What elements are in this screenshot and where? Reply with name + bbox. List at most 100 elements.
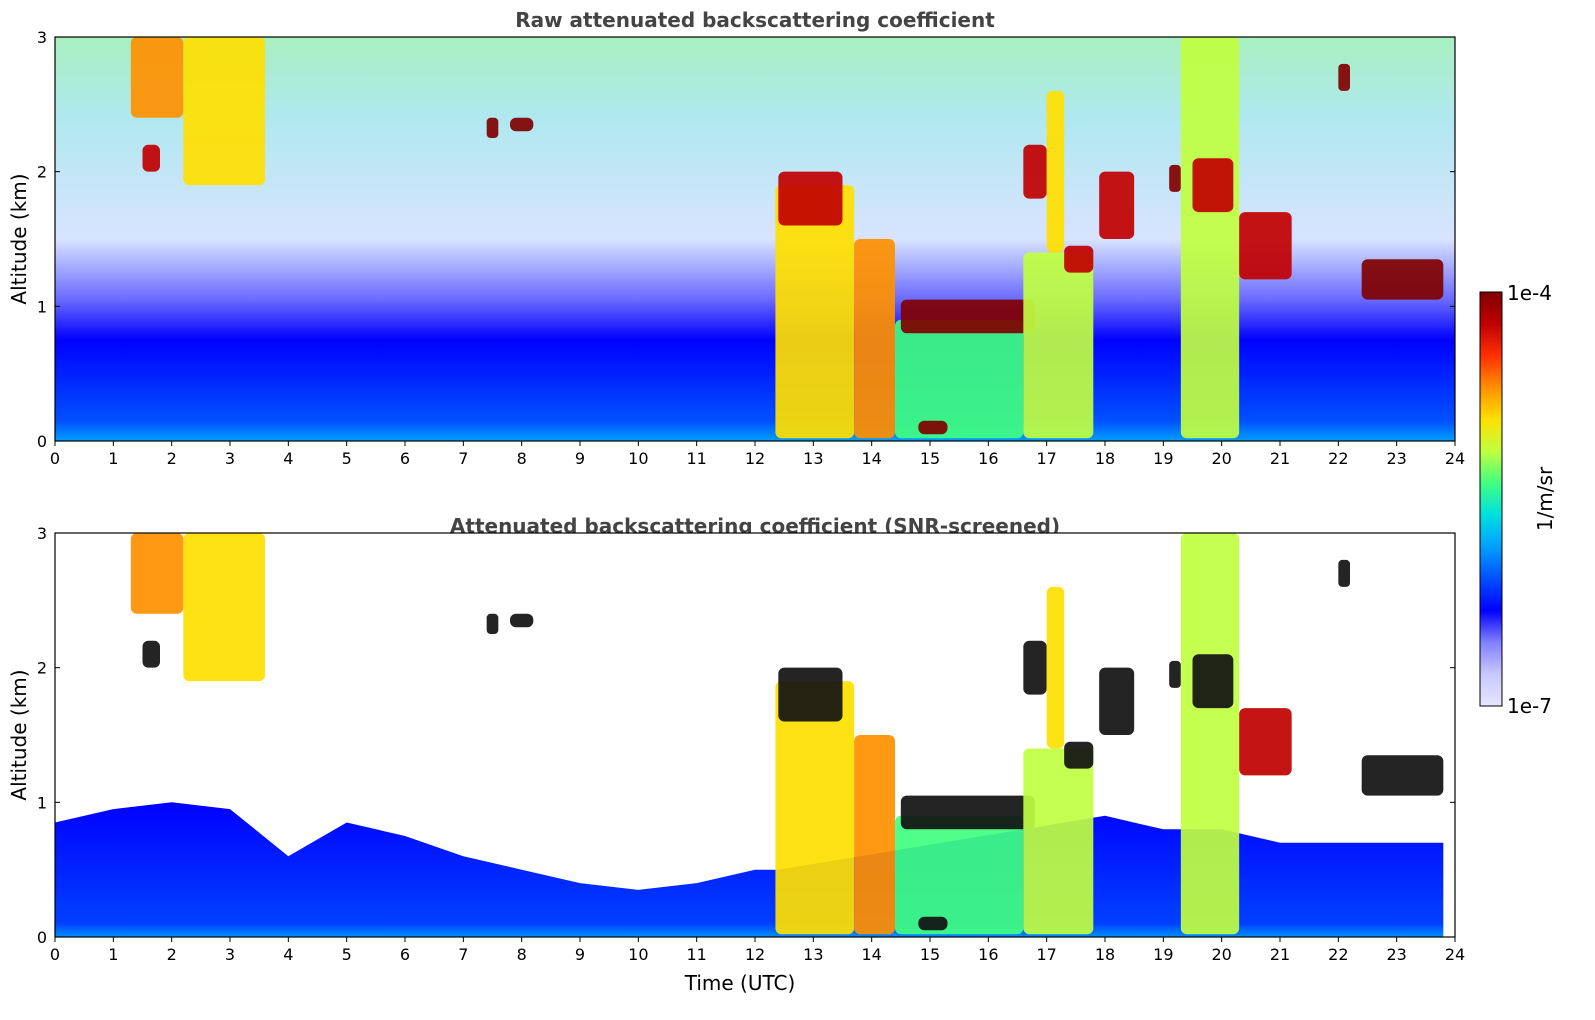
x-tick-label: 6	[400, 945, 410, 964]
x-tick-label: 7	[458, 945, 468, 964]
y-tick-label: 2	[37, 659, 47, 678]
y-tick-label: 3	[37, 28, 47, 47]
panel-2-ylabel: Altitude (km)	[7, 669, 31, 800]
panel-1-ylabel: Altitude (km)	[7, 173, 31, 304]
cloud-feature	[1239, 708, 1292, 776]
cloud-feature	[1169, 660, 1181, 688]
x-tick-label: 22	[1328, 449, 1348, 468]
y-tick-label: 1	[37, 297, 47, 316]
y-tick-label: 0	[37, 928, 47, 947]
cloud-feature	[1023, 748, 1094, 935]
cloud-feature	[900, 795, 1035, 830]
cloud-feature	[130, 533, 184, 614]
x-tick-label: 13	[803, 449, 823, 468]
cloud-feature	[486, 613, 499, 634]
x-tick-label: 16	[978, 449, 998, 468]
cloud-feature	[130, 37, 184, 118]
colorbar-max-label: 1e-4	[1507, 281, 1552, 305]
x-tick-label: 12	[745, 449, 765, 468]
panel-1-image	[55, 37, 1455, 441]
cloud-feature	[775, 681, 855, 935]
cloud-feature	[1169, 164, 1181, 192]
panel-2-screened: 0 1 2 3 4 5 6 7 8 9 10 11 12 13 14 15 16 17 18 19 20 21 22 23 24…	[7, 524, 1465, 995]
cloud-feature	[895, 815, 1024, 935]
colorbar-gradient	[1479, 291, 1503, 707]
x-tick-label: 15	[920, 449, 940, 468]
cloud-feature	[1099, 171, 1135, 239]
cloud-feature	[183, 37, 265, 186]
x-tick-label: 2	[167, 945, 177, 964]
x-tick-label: 5	[342, 945, 352, 964]
colorbar-min-label: 1e-7	[1507, 694, 1552, 718]
cloud-feature	[1046, 586, 1065, 749]
x-tick-label: 20	[1211, 449, 1231, 468]
panel-2-xlabel: Time (UTC)	[684, 971, 796, 995]
x-tick-label: 11	[686, 945, 706, 964]
y-tick-label: 2	[37, 163, 47, 182]
cloud-feature	[1338, 559, 1350, 587]
x-tick-label: 3	[225, 945, 235, 964]
cloud-feature	[510, 117, 534, 132]
x-tick-label: 23	[1386, 449, 1406, 468]
x-tick-label: 19	[1153, 945, 1173, 964]
cloud-feature	[895, 319, 1024, 439]
x-tick-label: 24	[1445, 449, 1465, 468]
cloud-feature	[183, 533, 265, 682]
panel-2-image	[55, 533, 1455, 937]
panel-1-raw: 0 1 2 3 4 5 6 7 8 9 10 11 12 13 14 15 16 17 18 19 20 21 22 23 24…	[7, 28, 1465, 468]
y-tick-label: 3	[37, 524, 47, 543]
panel-2-aerosol-layer	[55, 802, 1444, 937]
cloud-feature	[775, 185, 855, 439]
x-tick-label: 23	[1386, 945, 1406, 964]
x-tick-label: 1	[108, 449, 118, 468]
x-tick-label: 14	[861, 449, 881, 468]
x-tick-label: 16	[978, 945, 998, 964]
x-tick-label: 13	[803, 945, 823, 964]
cloud-feature	[918, 420, 948, 435]
x-tick-label: 12	[745, 945, 765, 964]
x-tick-label: 20	[1211, 945, 1231, 964]
cloud-feature	[1361, 755, 1444, 796]
cloud-feature	[1361, 259, 1444, 300]
x-tick-label: 9	[575, 449, 585, 468]
x-tick-label: 5	[342, 449, 352, 468]
x-tick-label: 19	[1153, 449, 1173, 468]
panel-1-title: Raw attenuated backscattering coefficien…	[515, 8, 995, 32]
y-tick-label: 1	[37, 793, 47, 812]
x-tick-label: 22	[1328, 945, 1348, 964]
cloud-feature	[1180, 533, 1240, 935]
x-tick-label: 9	[575, 945, 585, 964]
x-tick-label: 15	[920, 945, 940, 964]
cloud-feature	[1192, 158, 1234, 213]
cloud-feature	[142, 640, 160, 668]
x-tick-label: 3	[225, 449, 235, 468]
colorbar-unit-label: 1/m/sr	[1533, 466, 1557, 531]
cloud-feature	[1064, 245, 1094, 273]
cloud-feature	[486, 117, 499, 138]
cloud-feature	[1180, 37, 1240, 439]
x-tick-label: 18	[1095, 449, 1115, 468]
x-tick-label: 0	[50, 449, 60, 468]
cloud-feature	[854, 735, 895, 935]
x-tick-label: 21	[1270, 449, 1290, 468]
cloud-feature	[1064, 741, 1094, 769]
cloud-feature	[1046, 90, 1065, 253]
x-tick-label: 21	[1270, 945, 1290, 964]
cloud-feature	[1023, 144, 1047, 199]
cloud-feature	[142, 144, 160, 172]
x-tick-label: 2	[167, 449, 177, 468]
cloud-feature	[510, 613, 534, 628]
x-tick-label: 14	[861, 945, 881, 964]
x-tick-label: 0	[50, 945, 60, 964]
x-tick-label: 7	[458, 449, 468, 468]
x-tick-label: 11	[686, 449, 706, 468]
x-tick-label: 8	[517, 449, 527, 468]
cloud-feature	[1099, 667, 1135, 735]
x-tick-label: 1	[108, 945, 118, 964]
x-tick-label: 6	[400, 449, 410, 468]
colorbar: 1e-4 1e-7 1/m/sr	[1479, 281, 1557, 718]
cloud-feature	[1338, 63, 1350, 91]
x-tick-label: 10	[628, 449, 648, 468]
cloud-feature	[1239, 212, 1292, 280]
